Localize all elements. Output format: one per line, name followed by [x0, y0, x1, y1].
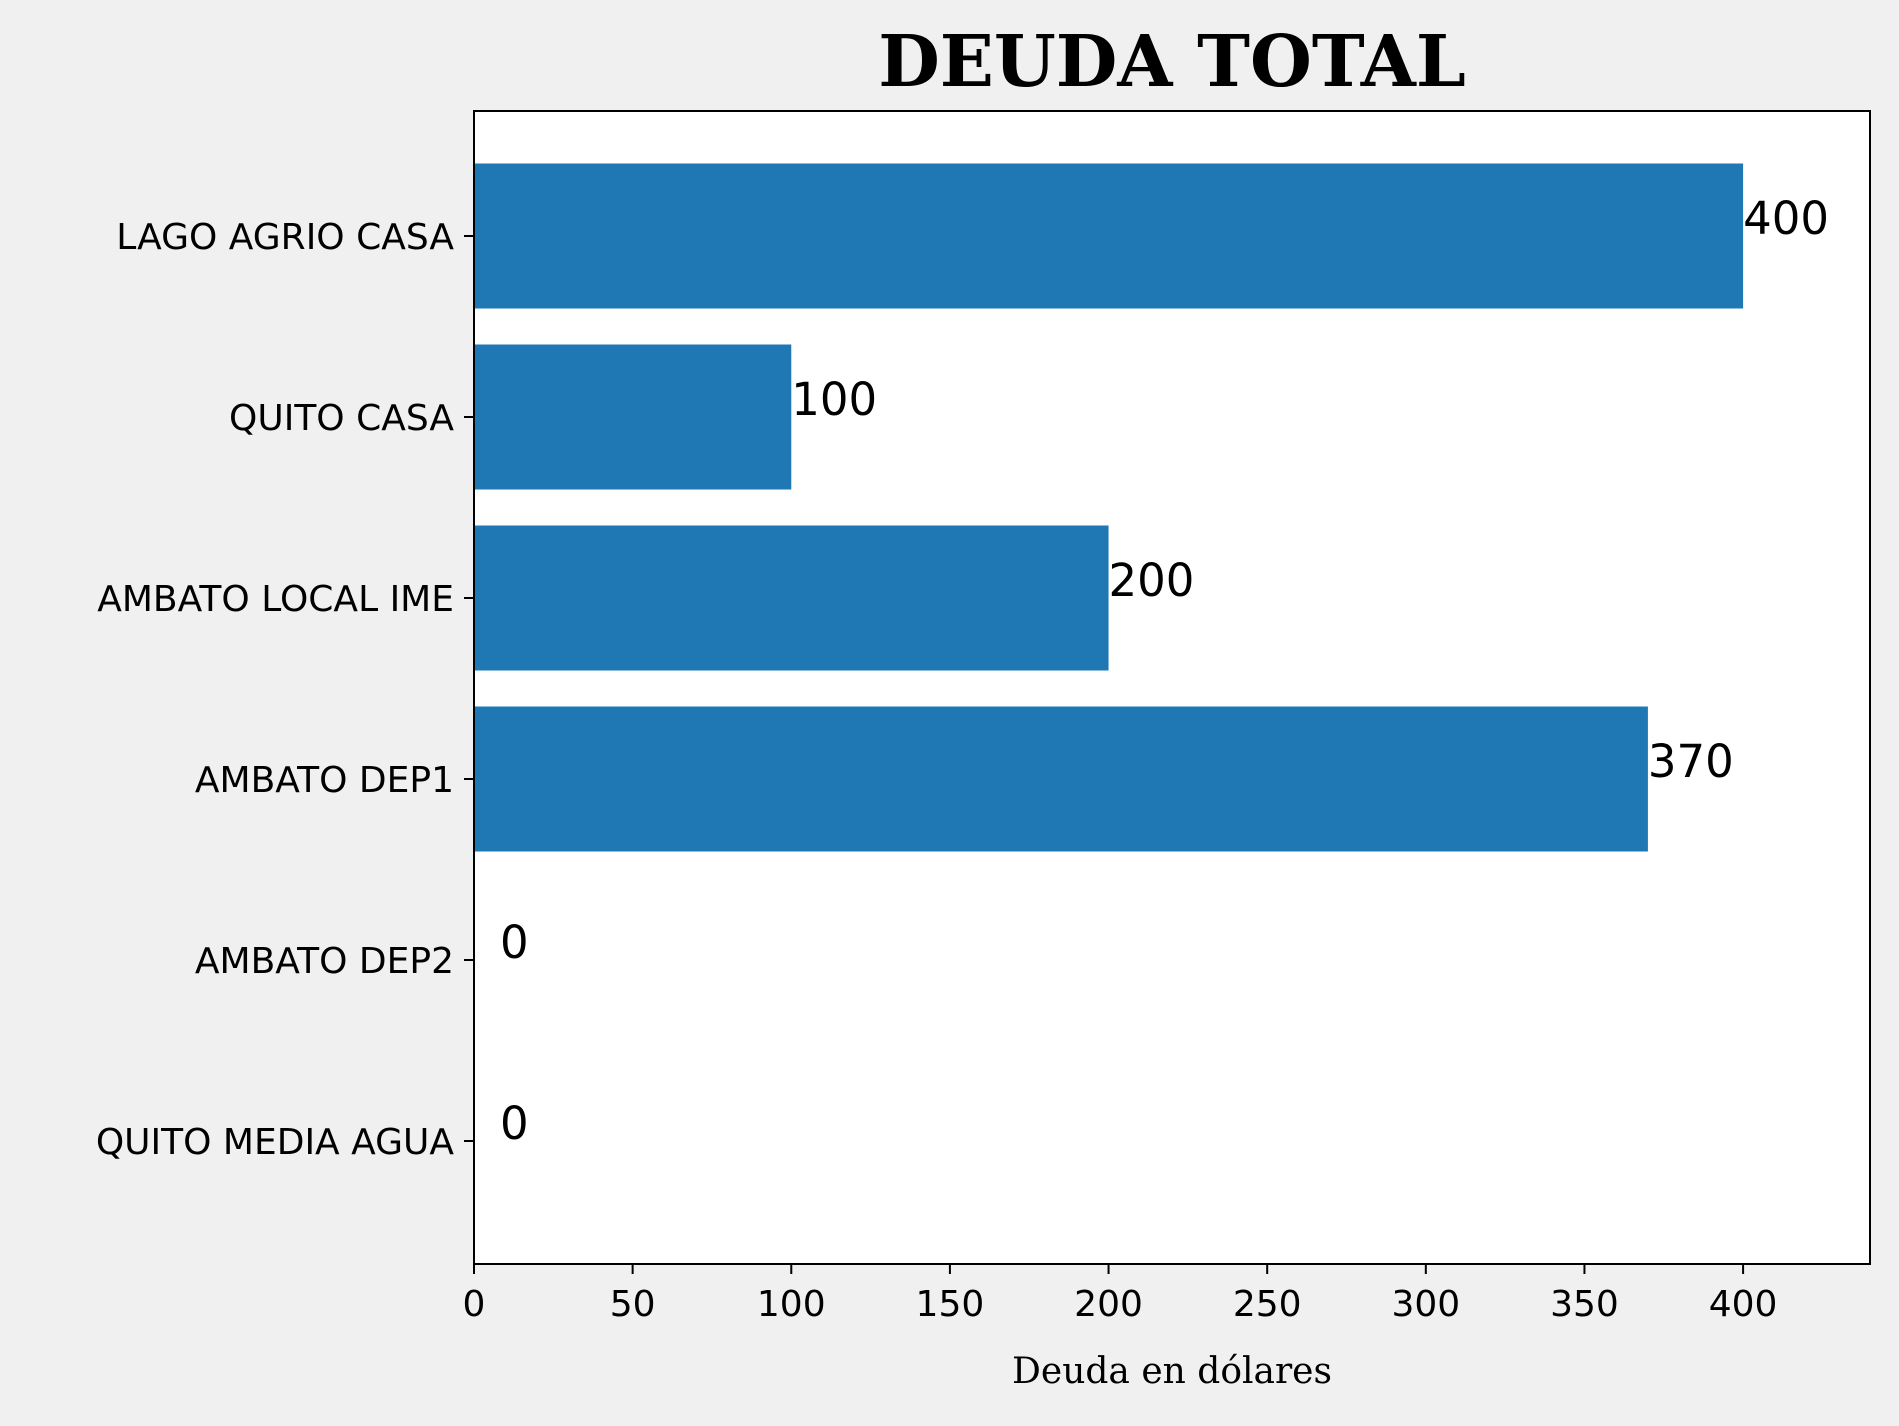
y-tick-label: QUITO MEDIA AGUA — [96, 1122, 455, 1163]
bar-1 — [474, 344, 792, 490]
plot-frame — [473, 110, 1871, 1265]
bar-value-label: 400 — [1743, 192, 1829, 245]
x-tick-label: 100 — [757, 1284, 826, 1325]
x-tick-label: 50 — [610, 1284, 656, 1325]
bar-value-label: 0 — [500, 916, 529, 969]
bar-2 — [474, 525, 1109, 671]
x-tick-label: 350 — [1550, 1284, 1619, 1325]
y-tick-label: QUITO CASA — [229, 398, 454, 439]
bars-group — [474, 163, 1744, 852]
bar-3 — [474, 706, 1648, 852]
x-tick-label: 0 — [463, 1284, 486, 1325]
x-axis: 0 50 100 150 200 250 300 350 400 — [463, 1264, 1778, 1325]
bar-value-label: 0 — [500, 1097, 529, 1150]
y-tick-label: AMBATO LOCAL IME — [97, 579, 454, 620]
x-tick-label: 250 — [1233, 1284, 1302, 1325]
y-axis: LAGO AGRIO CASA QUITO CASA AMBATO LOCAL IM… — [96, 217, 474, 1163]
x-tick-label: 400 — [1709, 1284, 1778, 1325]
bar-value-label: 100 — [791, 373, 877, 426]
bar-0 — [474, 163, 1744, 309]
bar-value-label: 370 — [1648, 735, 1734, 788]
chart-title: DEUDA TOTAL — [878, 19, 1466, 103]
y-tick-label: AMBATO DEP1 — [195, 760, 454, 801]
x-tick-label: 300 — [1391, 1284, 1460, 1325]
bar-value-label: 200 — [1109, 554, 1195, 607]
y-tick-label: AMBATO DEP2 — [195, 941, 454, 982]
x-tick-label: 200 — [1074, 1284, 1143, 1325]
x-tick-label: 150 — [916, 1284, 985, 1325]
data-labels-group: 400 100 200 370 0 0 — [500, 192, 1829, 1150]
y-tick-label: LAGO AGRIO CASA — [116, 217, 454, 258]
x-axis-label: Deuda en dólares — [1012, 1351, 1332, 1392]
